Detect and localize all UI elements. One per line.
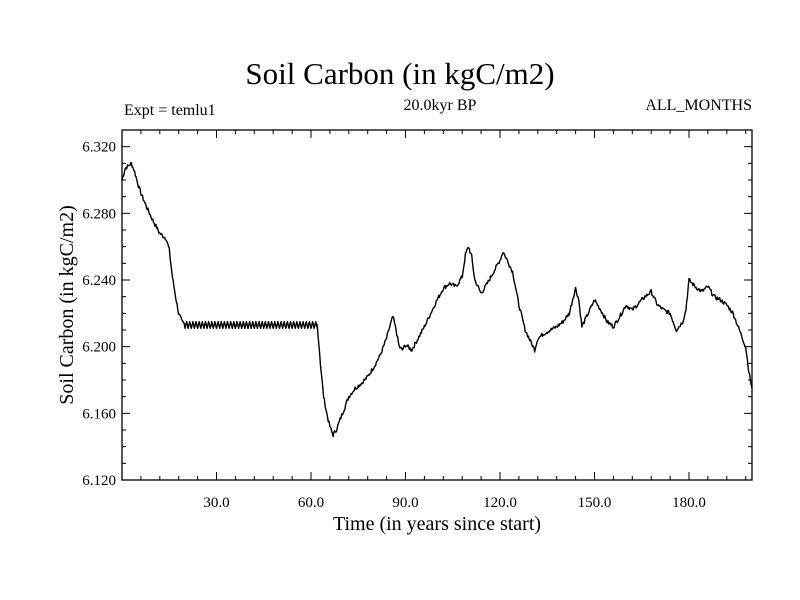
x-tick-label: 180.0 (672, 495, 706, 511)
y-tick-label: 6.160 (82, 406, 116, 422)
x-tick-label: 30.0 (203, 495, 229, 511)
x-tick-label: 150.0 (578, 495, 612, 511)
months-label: ALL_MONTHS (645, 97, 752, 114)
chart-title: Soil Carbon (in kgC/m2) (245, 56, 555, 91)
plot-frame (121, 129, 753, 481)
x-axis-label: Time (in years since start) (333, 513, 541, 535)
x-tick-label: 90.0 (392, 495, 418, 511)
y-tick-label: 6.320 (82, 140, 116, 156)
y-tick-label: 6.120 (82, 473, 116, 489)
period-label: 20.0kyr BP (403, 97, 477, 114)
experiment-label: Expt = temlu1 (124, 102, 216, 119)
x-tick-label: 60.0 (298, 495, 324, 511)
soil-carbon-line (121, 162, 753, 438)
tick-labels: 30.0 60.0 90.0 120.0 150.0 180.0 6.120 6.160 6.2… (82, 140, 706, 511)
y-tick-label: 6.240 (82, 273, 116, 289)
y-tick-label: 6.200 (82, 340, 116, 356)
x-tick-label: 120.0 (483, 495, 517, 511)
y-axis-label: Soil Carbon (in kgC/m2) (56, 205, 78, 404)
y-tick-label: 6.280 (82, 206, 116, 222)
